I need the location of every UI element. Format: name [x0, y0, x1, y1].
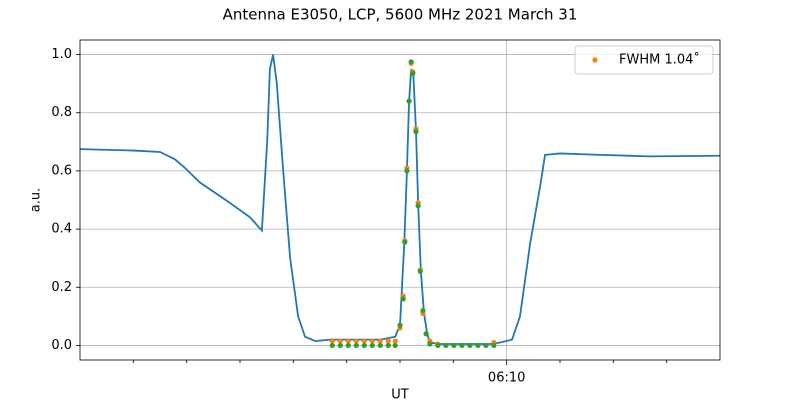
- legend-box: [574, 45, 714, 75]
- data-point: [353, 338, 359, 344]
- data-point: [415, 203, 421, 209]
- data-point: [417, 268, 423, 274]
- data-point: [459, 342, 465, 349]
- y-tick-label: 0.8: [51, 105, 72, 120]
- x-tick-label: 06:10: [488, 371, 525, 386]
- x-axis-label: UT: [391, 388, 409, 400]
- data-point: [400, 296, 406, 302]
- data-point: [423, 331, 429, 337]
- data-point: [408, 59, 414, 65]
- data-point: [410, 70, 416, 77]
- y-tick-label: 1.0: [51, 47, 72, 62]
- chart-title: Antenna E3050, LCP, 5600 MHz 2021 March …: [223, 6, 578, 24]
- data-point: [345, 338, 351, 344]
- data-point: [377, 342, 383, 349]
- data-point: [404, 168, 410, 174]
- data-point: [467, 342, 473, 349]
- data-point: [329, 338, 335, 344]
- data-point: [353, 342, 359, 349]
- legend-marker: [592, 57, 598, 63]
- data-point: [385, 342, 391, 349]
- data-point: [392, 338, 398, 344]
- plot-frame: [79, 39, 721, 361]
- y-tick-label: 0.0: [51, 338, 72, 353]
- data-point: [377, 338, 383, 344]
- data-point: [475, 342, 481, 349]
- y-tick-label: 0.4: [51, 222, 72, 237]
- data-point: [420, 307, 426, 314]
- data-point: [337, 342, 343, 349]
- data-point: [385, 338, 391, 344]
- data-point: [451, 342, 457, 349]
- data-point: [329, 342, 335, 349]
- data-point: [443, 342, 449, 349]
- data-point: [397, 322, 403, 328]
- data-point: [345, 342, 351, 349]
- data-point: [413, 129, 419, 135]
- y-axis-label: a.u.: [29, 188, 44, 212]
- data-point: [369, 338, 375, 344]
- data-point: [402, 239, 408, 245]
- data-point: [361, 342, 367, 349]
- data-point: [361, 338, 367, 344]
- data-point: [392, 342, 398, 349]
- data-point: [337, 338, 343, 344]
- data-point: [427, 341, 433, 347]
- data-point: [406, 98, 412, 104]
- legend-label: FWHM 1.04˚: [619, 52, 700, 68]
- data-point: [435, 342, 441, 349]
- data-point: [369, 342, 375, 349]
- data-line: [79, 54, 721, 345]
- y-tick-label: 0.2: [51, 280, 72, 295]
- y-tick-label: 0.6: [51, 163, 72, 178]
- data-point: [483, 342, 489, 349]
- data-point: [491, 342, 497, 349]
